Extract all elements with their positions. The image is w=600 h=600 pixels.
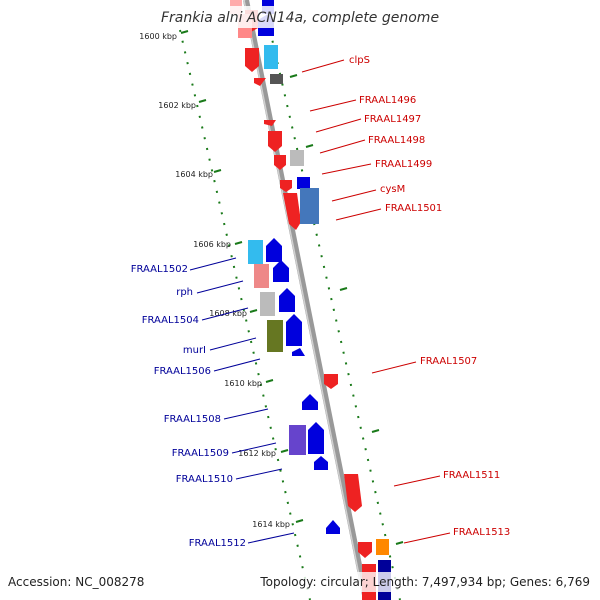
kbp-label: 1602 kbp	[158, 101, 196, 110]
gene-label: FRAAL1512	[189, 538, 246, 549]
gene-arrow	[358, 542, 372, 558]
gene-arrow	[344, 474, 362, 512]
kbp-label: 1604 kbp	[175, 170, 213, 179]
reverse-features	[230, 0, 391, 600]
gene-arrow	[283, 193, 301, 230]
gene-box	[264, 45, 278, 69]
gene-arrow	[314, 456, 328, 470]
gene-arrow	[266, 238, 282, 262]
gene-box	[376, 539, 389, 555]
gene-box	[248, 240, 263, 264]
gene-label: FRAAL1498	[368, 135, 425, 146]
gene-label: FRAAL1513	[453, 527, 510, 538]
gene-arrow	[302, 394, 318, 410]
gene-arrow	[308, 422, 324, 454]
kbp-label: 1610 kbp	[224, 379, 262, 388]
gene-label: FRAAL1496	[359, 95, 416, 106]
kbp-tick-marks	[180, 30, 404, 545]
gene-arrow	[279, 288, 295, 312]
gene-label: clpS	[349, 55, 370, 66]
gene-arrow	[273, 260, 289, 282]
gene-arrow	[280, 180, 292, 192]
reverse-gene-labels: FRAAL1502 rph FRAAL1504 murI FRAAL1506 F…	[131, 264, 246, 549]
map-title: Frankia alni ACN14a, complete genome	[161, 10, 439, 26]
kbp-label: 1606 kbp	[193, 240, 231, 249]
gene-label: FRAAL1509	[172, 448, 229, 459]
genome-summary: Topology: circular; Length: 7,497,934 bp…	[259, 575, 590, 589]
gene-label: murI	[183, 345, 206, 356]
gene-box	[297, 177, 310, 189]
gene-label: FRAAL1510	[176, 474, 233, 485]
gene-label: rph	[176, 287, 193, 298]
gene-label: FRAAL1499	[375, 159, 432, 170]
gene-arrow	[292, 348, 305, 356]
genome-backbone	[243, 0, 369, 600]
gene-box	[270, 74, 283, 84]
gene-label: FRAAL1501	[385, 203, 442, 214]
forward-gene-labels: clpS FRAAL1496 FRAAL1497 FRAAL1498 FRAAL…	[349, 55, 510, 538]
gene-arrow	[326, 520, 340, 534]
gene-arrow	[274, 155, 286, 170]
forward-leader-lines	[301, 59, 451, 544]
gene-box	[254, 264, 269, 288]
gene-arrow	[324, 374, 338, 389]
gene-box	[260, 292, 275, 316]
kbp-label: 1600 kbp	[139, 32, 177, 41]
gene-box	[300, 188, 319, 224]
gene-box	[267, 320, 283, 352]
gene-label: FRAAL1497	[364, 114, 421, 125]
gene-arrow	[245, 48, 259, 72]
gene-box	[290, 150, 304, 166]
gene-box	[289, 425, 306, 455]
gene-arrow	[254, 78, 266, 86]
gene-label: cysM	[380, 184, 405, 195]
gene-label: FRAAL1502	[131, 264, 188, 275]
gene-label: FRAAL1511	[443, 470, 500, 481]
gene-arrow	[286, 314, 302, 346]
gene-label: FRAAL1504	[142, 315, 199, 326]
gene-arrow	[264, 120, 276, 126]
kbp-label: 1612 kbp	[238, 449, 276, 458]
gene-label: FRAAL1507	[420, 356, 477, 367]
reverse-leader-lines	[189, 257, 295, 544]
kbp-label: 1614 kbp	[252, 520, 290, 529]
accession-text: Accession: NC_008278	[8, 575, 144, 589]
gene-label: FRAAL1506	[154, 366, 211, 377]
gene-arrow	[268, 131, 282, 152]
gene-label: FRAAL1508	[164, 414, 221, 425]
